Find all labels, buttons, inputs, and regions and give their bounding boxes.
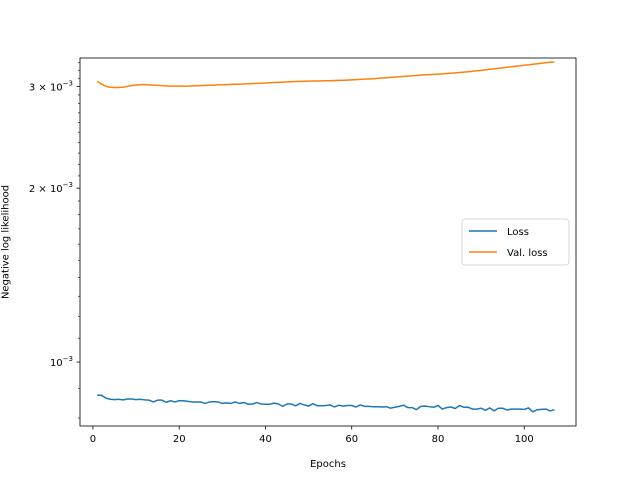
legend: Loss Val. loss — [461, 218, 570, 266]
plot-area — [96, 61, 555, 413]
y-axis-label: Negative log likelihood — [1, 185, 12, 299]
legend-label: Val. loss — [507, 248, 548, 259]
y-axis: 10−32 × 10−33 × 10−3 — [29, 62, 80, 419]
x-tick-label: 60 — [345, 434, 358, 445]
x-tick-label: 80 — [432, 434, 445, 445]
y-tick-prefix: 3 × — [29, 82, 50, 93]
y-tick-exponent: −3 — [63, 355, 73, 363]
y-tick-exponent: −3 — [63, 79, 73, 87]
y-tick-exponent: −3 — [63, 181, 73, 189]
x-axis-label: Epochs — [310, 459, 346, 470]
x-tick-label: 40 — [259, 434, 272, 445]
y-tick-label: 3 × 10−3 — [29, 79, 73, 93]
y-tick-prefix: 2 × — [29, 184, 50, 195]
y-tick-label: 10−3 — [50, 355, 73, 369]
y-tick-base: 10 — [50, 358, 63, 369]
x-tick-label: 20 — [173, 434, 186, 445]
series-line-loss — [97, 394, 555, 413]
y-tick-label: 2 × 10−3 — [29, 181, 73, 195]
x-tick-label: 100 — [515, 434, 534, 445]
legend-label: Loss — [507, 227, 529, 238]
x-axis: 0 20 40 60 80 100 — [90, 426, 534, 445]
x-tick-label: 0 — [90, 434, 96, 445]
series-line-val-loss — [96, 61, 555, 89]
y-tick-base: 10 — [50, 82, 63, 93]
y-tick-base: 10 — [50, 184, 63, 195]
axes-frame — [79, 57, 577, 427]
